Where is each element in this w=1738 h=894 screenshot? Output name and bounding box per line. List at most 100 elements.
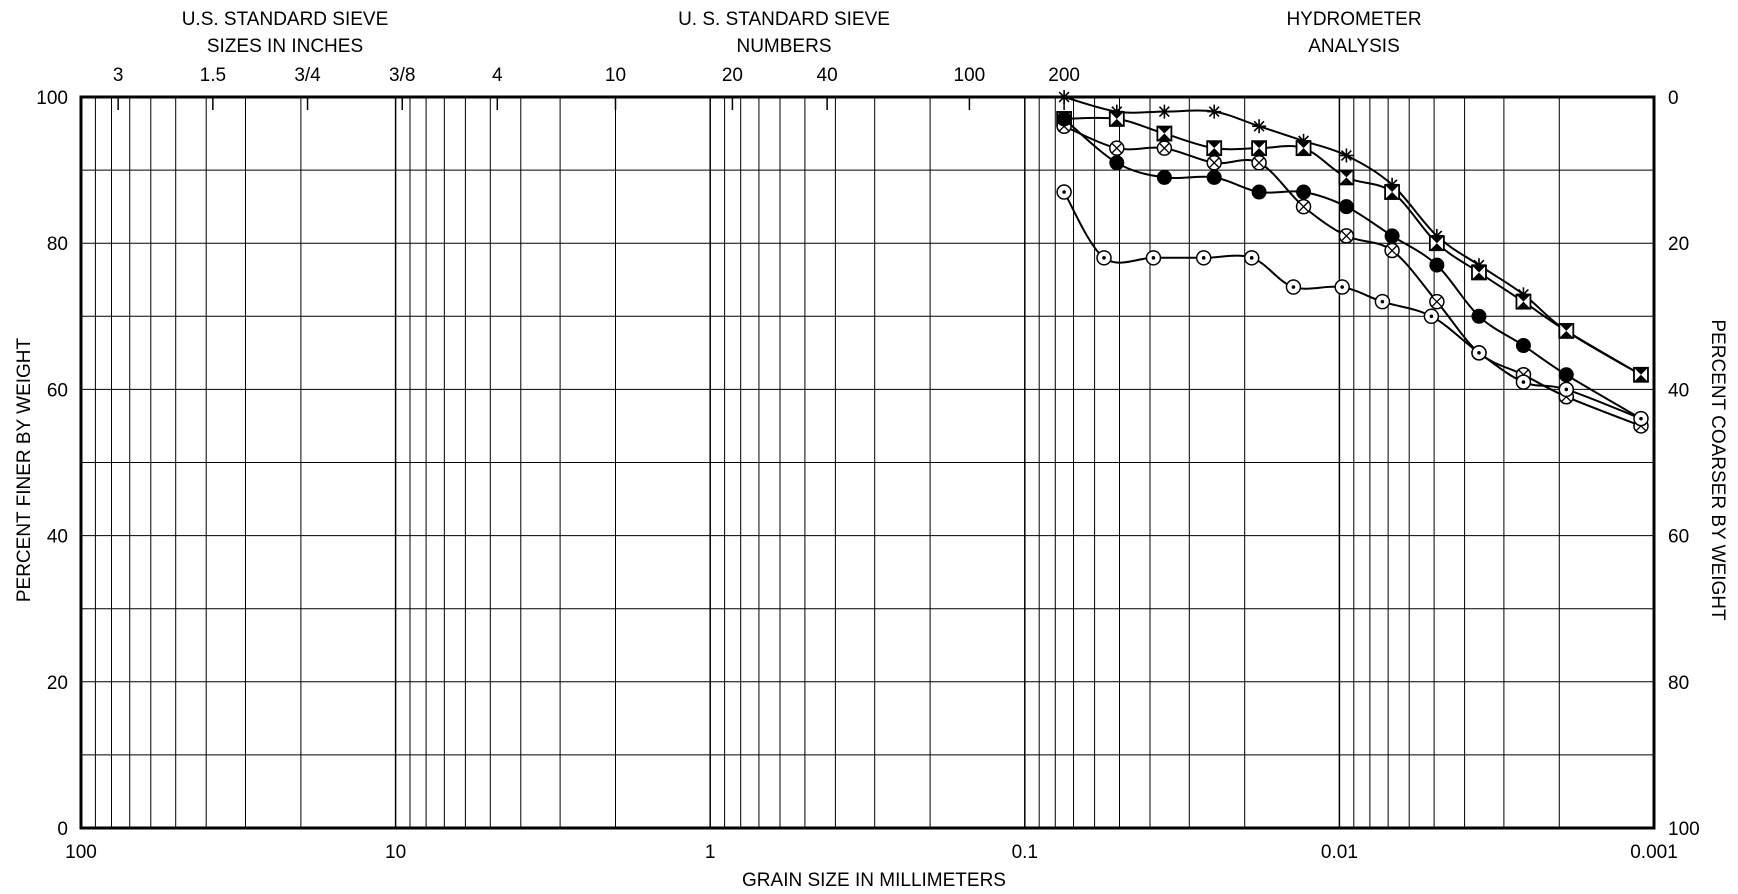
marker-dot [1639,416,1643,421]
marker-circle [1296,184,1312,200]
y-tick-label: 20 [47,673,68,694]
y-tick-label: 100 [36,88,68,109]
sieve-label: 3/4 [294,65,321,86]
y2-tick-label: 100 [1668,819,1700,840]
sieve-inches-header-line1: U.S. STANDARD SIEVE [182,9,389,30]
marker-fill [1429,243,1444,251]
sieve-label: 40 [817,65,838,86]
marker-fill [1339,177,1354,185]
sieve-label: 100 [954,65,986,86]
series-point-marker [1384,184,1400,200]
marker-fill [1157,126,1172,134]
marker-circle [1558,367,1574,383]
sieve-label: 200 [1048,65,1080,86]
y2-tick-label: 0 [1668,88,1679,109]
y-axis-label: PERCENT FINER BY WEIGHT [14,337,35,602]
series-point-marker [1374,293,1391,310]
series-point-marker [1423,308,1440,325]
x-tick-label: 10 [385,842,406,863]
series-point-marker [1515,338,1531,354]
top-header-hydrometer: HYDROMETER ANALYSIS [1286,9,1421,57]
marker-dot [1340,285,1344,289]
sieve-label: 1.5 [200,65,226,86]
series-point-marker [1429,257,1445,273]
marker-stroke [1253,157,1265,169]
series-point-marker [1056,111,1072,127]
series-point-marker [1334,279,1350,295]
x-tick-label: 0.01 [1321,842,1358,863]
marker-fill [1207,148,1222,156]
marker-fill [1516,294,1531,302]
sieve-label: 4 [492,65,503,86]
marker-fill [1157,133,1172,141]
series-point-marker [1109,155,1125,171]
series-point-marker [1296,184,1312,200]
marker-fill [1207,141,1222,149]
hydrometer-header-line2: ANALYSIS [1308,36,1400,57]
series-point-marker [1471,308,1487,324]
series-point-marker [1252,119,1267,134]
top-header-sieve-numbers: U. S. STANDARD SIEVE NUMBERS [678,9,890,57]
series-point-marker [1251,140,1267,157]
plot-frame [79,95,1656,830]
marker-stroke [1298,201,1309,213]
marker-circle [1429,257,1445,273]
sieve-size-labels: 3 1.5 3/4 3/8 4 10 20 40 100 200 [113,65,1080,110]
marker-fill [1559,330,1574,338]
marker-fill [1339,170,1354,178]
series-point-marker [1558,323,1575,339]
series-point-marker [1339,148,1354,163]
marker-circle [1056,111,1072,127]
y2-tick-labels: 0 20 40 60 80 100 [1668,88,1700,840]
series-point-marker [1157,104,1172,119]
marker-fill [1471,272,1486,280]
series-point-marker [1384,242,1400,259]
sieve-label: 3/8 [389,65,415,86]
marker-circle [1251,184,1267,200]
marker-dot [1249,256,1254,260]
series-box-x [1056,111,1649,383]
series-line [1063,118,1642,420]
sieve-numbers-header-line1: U. S. STANDARD SIEVE [678,9,890,30]
series-point-marker [1338,199,1354,215]
series-point-marker [1558,381,1575,398]
series-point-marker [1156,169,1172,185]
marker-stroke [1386,245,1398,256]
marker-dot [1201,256,1206,260]
sieve-inches-header-line2: SIZES IN INCHES [207,36,363,57]
x-tick-labels: 100 10 1 0.1 0.01 0.001 [65,842,1678,863]
series-point-marker [1096,250,1112,266]
series-point-marker [1243,250,1260,266]
series-point-marker [1515,293,1532,310]
y2-tick-label: 20 [1668,234,1689,255]
marker-fill [1633,367,1648,375]
series-point-marker [1285,279,1302,295]
marker-circle [1156,169,1172,185]
x-tick-label: 100 [65,842,97,863]
series-point-marker [1206,155,1222,171]
marker-stroke [1431,296,1443,308]
marker-dot [1380,299,1385,304]
marker-fill [1296,148,1311,156]
y-tick-label: 0 [57,819,68,840]
series-point-marker [1156,140,1173,156]
series-point-marker [1338,169,1355,186]
y-tick-label: 60 [47,380,68,401]
marker-fill [1429,236,1444,244]
marker-dot [1564,387,1569,392]
series-layer [1056,90,1649,434]
series-point-marker [1384,228,1400,244]
y-tick-label: 40 [47,527,68,548]
y-tick-label: 80 [47,234,68,255]
series-point-marker [1207,104,1222,119]
marker-circle [1206,169,1222,185]
marker-fill [1471,265,1486,273]
series-point-marker [1295,140,1312,157]
marker-stroke [1341,230,1352,242]
y2-tick-label: 60 [1668,527,1689,548]
marker-fill [1296,141,1311,149]
marker-circle [1471,308,1487,324]
marker-dot [1429,314,1434,319]
marker-fill [1385,185,1400,193]
marker-fill [1385,192,1400,200]
